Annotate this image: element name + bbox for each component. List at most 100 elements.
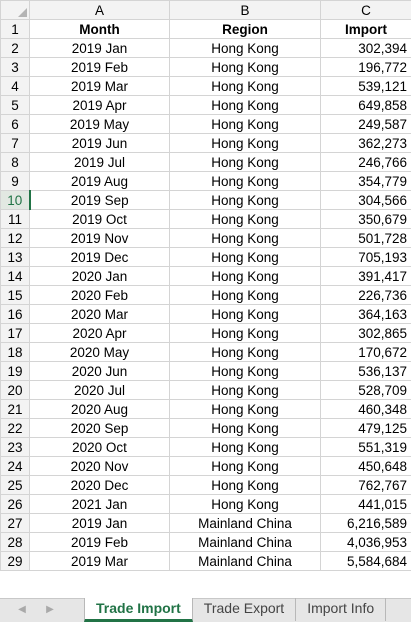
cell-month[interactable]: 2019 Feb: [29, 532, 170, 552]
cell-import[interactable]: 450,648: [320, 456, 411, 476]
cell-month[interactable]: 2021 Jan: [29, 494, 170, 514]
cell-month[interactable]: 2020 Sep: [29, 418, 170, 438]
tab-trade-export[interactable]: Trade Export: [193, 598, 297, 621]
cell-month[interactable]: 2020 Feb: [29, 285, 170, 305]
cell-region[interactable]: Hong Kong: [169, 95, 321, 115]
cell-month[interactable]: 2020 Apr: [29, 323, 170, 343]
cell-import[interactable]: 6,216,589: [320, 513, 411, 533]
triangle-right-icon[interactable]: ▶: [46, 604, 54, 615]
row-number[interactable]: 25: [0, 475, 30, 495]
row-number[interactable]: 2: [0, 38, 30, 58]
row-number[interactable]: 11: [0, 209, 30, 229]
select-all-corner[interactable]: [0, 0, 30, 20]
cell-import[interactable]: 479,125: [320, 418, 411, 438]
cell-import[interactable]: 536,137: [320, 361, 411, 381]
cell-month[interactable]: 2020 Aug: [29, 399, 170, 419]
cell-region[interactable]: Hong Kong: [169, 57, 321, 77]
cell-region[interactable]: Hong Kong: [169, 456, 321, 476]
cell-region[interactable]: Mainland China: [169, 532, 321, 552]
cell-region[interactable]: Mainland China: [169, 513, 321, 533]
row-number[interactable]: 27: [0, 513, 30, 533]
cell-import[interactable]: 354,779: [320, 171, 411, 191]
cell-import[interactable]: 246,766: [320, 152, 411, 172]
cell-import[interactable]: 528,709: [320, 380, 411, 400]
row-number[interactable]: 26: [0, 494, 30, 514]
cell-import[interactable]: 5,584,684: [320, 551, 411, 571]
cell-month[interactable]: 2019 Nov: [29, 228, 170, 248]
cell-month[interactable]: 2019 Jan: [29, 38, 170, 58]
row-number[interactable]: 19: [0, 361, 30, 381]
cell-import[interactable]: 350,679: [320, 209, 411, 229]
cell-import[interactable]: 460,348: [320, 399, 411, 419]
cell-import[interactable]: 364,163: [320, 304, 411, 324]
row-number[interactable]: 22: [0, 418, 30, 438]
row-number[interactable]: 13: [0, 247, 30, 267]
cell-region[interactable]: Hong Kong: [169, 114, 321, 134]
cell-import[interactable]: 362,273: [320, 133, 411, 153]
cell-import[interactable]: 441,015: [320, 494, 411, 514]
header-cell-region[interactable]: Region: [169, 19, 321, 39]
cell-region[interactable]: Hong Kong: [169, 266, 321, 286]
cell-import[interactable]: 501,728: [320, 228, 411, 248]
cell-month[interactable]: 2019 Jun: [29, 133, 170, 153]
column-header-b[interactable]: B: [169, 0, 321, 20]
cell-month[interactable]: 2020 May: [29, 342, 170, 362]
row-number[interactable]: 3: [0, 57, 30, 77]
cell-month[interactable]: 2020 Oct: [29, 437, 170, 457]
header-cell-import[interactable]: Import: [320, 19, 411, 39]
cell-import[interactable]: 762,767: [320, 475, 411, 495]
row-number[interactable]: 29: [0, 551, 30, 571]
row-number[interactable]: 12: [0, 228, 30, 248]
cell-month[interactable]: 2019 Dec: [29, 247, 170, 267]
tab-trade-import[interactable]: Trade Import: [84, 598, 193, 622]
cell-region[interactable]: Hong Kong: [169, 323, 321, 343]
row-number[interactable]: 21: [0, 399, 30, 419]
cell-month[interactable]: 2019 Mar: [29, 76, 170, 96]
cell-region[interactable]: Hong Kong: [169, 475, 321, 495]
cell-region[interactable]: Hong Kong: [169, 76, 321, 96]
row-number[interactable]: 28: [0, 532, 30, 552]
column-header-c[interactable]: C: [320, 0, 411, 20]
triangle-left-icon[interactable]: ◀: [18, 604, 26, 615]
cell-region[interactable]: Hong Kong: [169, 171, 321, 191]
cell-import[interactable]: 302,865: [320, 323, 411, 343]
cell-import[interactable]: 226,736: [320, 285, 411, 305]
row-number[interactable]: 5: [0, 95, 30, 115]
cell-month[interactable]: 2020 Nov: [29, 456, 170, 476]
cell-import[interactable]: 4,036,953: [320, 532, 411, 552]
cell-month[interactable]: 2019 Oct: [29, 209, 170, 229]
cell-month[interactable]: 2020 Dec: [29, 475, 170, 495]
row-number[interactable]: 9: [0, 171, 30, 191]
row-number[interactable]: 6: [0, 114, 30, 134]
cell-region[interactable]: Hong Kong: [169, 361, 321, 381]
row-number[interactable]: 23: [0, 437, 30, 457]
cell-region[interactable]: Hong Kong: [169, 228, 321, 248]
cell-import[interactable]: 391,417: [320, 266, 411, 286]
cell-month[interactable]: 2019 Apr: [29, 95, 170, 115]
cell-region[interactable]: Hong Kong: [169, 285, 321, 305]
cell-region[interactable]: Hong Kong: [169, 342, 321, 362]
cell-import[interactable]: 649,858: [320, 95, 411, 115]
cell-month[interactable]: 2019 Feb: [29, 57, 170, 77]
cell-import[interactable]: 302,394: [320, 38, 411, 58]
cell-region[interactable]: Hong Kong: [169, 380, 321, 400]
cell-month[interactable]: 2020 Jun: [29, 361, 170, 381]
cell-region[interactable]: Hong Kong: [169, 418, 321, 438]
row-number[interactable]: 17: [0, 323, 30, 343]
cell-month[interactable]: 2019 Jul: [29, 152, 170, 172]
row-number[interactable]: 15: [0, 285, 30, 305]
row-number[interactable]: 8: [0, 152, 30, 172]
cell-region[interactable]: Hong Kong: [169, 152, 321, 172]
cell-month[interactable]: 2019 Mar: [29, 551, 170, 571]
row-number[interactable]: 18: [0, 342, 30, 362]
cell-import[interactable]: 705,193: [320, 247, 411, 267]
cell-import[interactable]: 551,319: [320, 437, 411, 457]
row-number[interactable]: 14: [0, 266, 30, 286]
cell-region[interactable]: Hong Kong: [169, 38, 321, 58]
cell-import[interactable]: 304,566: [320, 190, 411, 210]
cell-import[interactable]: 539,121: [320, 76, 411, 96]
row-number[interactable]: 7: [0, 133, 30, 153]
cell-region[interactable]: Hong Kong: [169, 209, 321, 229]
row-number[interactable]: 4: [0, 76, 30, 96]
cell-import[interactable]: 170,672: [320, 342, 411, 362]
